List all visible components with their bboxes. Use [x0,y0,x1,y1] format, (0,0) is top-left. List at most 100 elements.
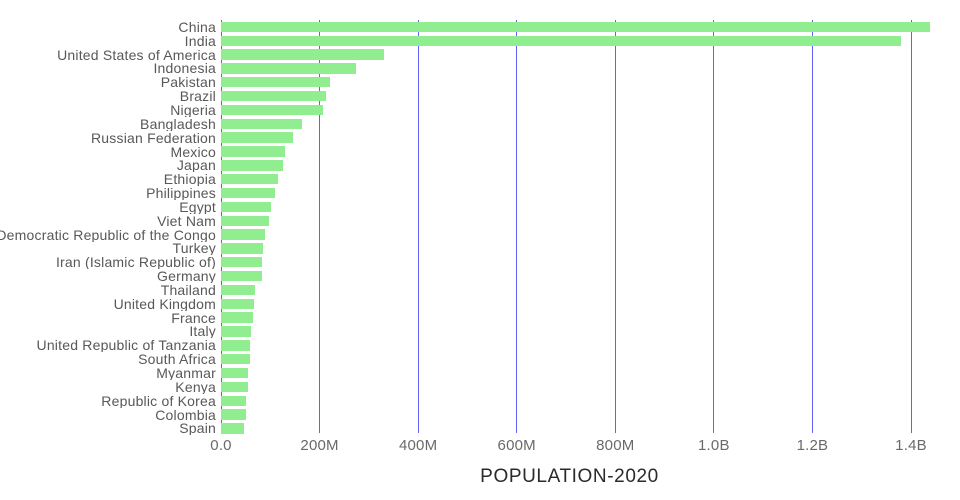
category-label-text: Pakistan [160,75,216,90]
category-label: Iran (Islamic Republic of) [0,255,221,269]
population-bar [221,201,272,213]
gridline [220,20,222,433]
bar-row: Brazil [0,89,960,103]
category-label: Bangladesh [0,117,221,131]
bar-row: Democratic Republic of the Congo [0,228,960,242]
population-bar [221,326,251,337]
population-bar [221,21,931,33]
bar-row: France [0,311,960,325]
category-label-text: France [171,310,216,325]
category-label: Indonesia [0,62,221,76]
category-label-text: Iran (Islamic Republic of) [55,255,216,270]
category-label: Philippines [0,186,221,200]
category-label: Colombia [0,408,221,422]
gridline [319,20,321,433]
category-label-text: United States of America [57,47,216,62]
category-label: Thailand [0,283,221,297]
bar-row: Republic of Korea [0,394,960,408]
category-label-text: Philippines [146,186,216,200]
x-axis-title: POPULATION-2020 [480,466,659,487]
population-bar [221,367,248,379]
category-label: United Kingdom [0,297,221,311]
bar-row: United Kingdom [0,297,960,311]
bar-row: Bangladesh [0,117,960,131]
gridlines [0,20,960,433]
x-axis-tick-label: 1.4B [895,437,927,454]
gridline [713,20,715,433]
category-label: France [0,311,221,325]
bar-row: South Africa [0,352,960,366]
gridline [516,20,518,433]
category-label: Egypt [0,200,221,214]
category-label: Mexico [0,145,221,159]
population-bar [221,229,266,240]
bar-row: Philippines [0,186,960,200]
bar-row: United Republic of Tanzania [0,338,960,352]
population-bar [221,160,284,171]
category-label-text: Ethiopia [163,172,216,187]
category-label: South Africa [0,352,221,366]
category-label-text: Viet Nam [157,213,216,228]
bar-row: Iran (Islamic Republic of) [0,255,960,269]
category-label: Italy [0,325,221,339]
category-label-text: Mexico [170,144,216,159]
gridline [614,20,616,433]
category-label-text: China [178,20,216,34]
bar-row: Japan [0,158,960,172]
bar-row: Colombia [0,408,960,422]
bar-rows: China India United States of America Indone… [0,20,960,435]
category-label-text: Indonesia [153,61,216,76]
category-label-text: South Africa [138,352,216,367]
category-label-text: Nigeria [170,103,216,117]
bar-row: Myanmar [0,366,960,380]
bar-row: India [0,34,960,48]
category-label: Japan [0,158,221,172]
x-axis-tick-label: 200M [300,437,339,454]
population-bar [221,270,263,282]
category-label-text: Germany [157,269,216,284]
population-bar [221,340,251,351]
population-bar [221,284,256,296]
population-bar [221,63,356,74]
population-bar [221,381,248,393]
population-bar [221,35,902,46]
bar-row: Thailand [0,283,960,297]
category-label: Nigeria [0,103,221,117]
bar-row: China [0,20,960,34]
population-bar [221,49,385,60]
category-label-text: Kenya [175,379,216,394]
bar-row: Pakistan [0,75,960,89]
population-bar [221,146,285,157]
bar-row: Viet Nam [0,214,960,228]
category-label-text: Republic of Korea [101,393,216,408]
category-label: Myanmar [0,366,221,380]
category-label-text: Bangladesh [140,116,216,131]
category-label-text: Thailand [160,283,216,297]
category-label-text: Spain [179,421,216,436]
category-label: Brazil [0,89,221,103]
population-bar [221,215,269,226]
category-label: Ethiopia [0,172,221,186]
gridline [811,20,813,433]
x-axis-tick-label: 800M [596,437,635,454]
category-label: Germany [0,269,221,283]
population-bar [221,174,278,185]
population-bar [221,395,247,406]
bar-row: Turkey [0,241,960,256]
x-axis-tick-label: 1.0B [698,437,730,454]
category-label-text: Myanmar [156,366,216,380]
x-axis: 0.0 200M 400M 600M 800M 1.0B 1.2B 1.4B [0,437,960,457]
bar-row: United States of America [0,48,960,62]
category-label: Russian Federation [0,131,221,145]
category-label-text: United Kingdom [113,296,216,311]
category-label: Spain [0,421,221,435]
gridline [910,20,912,433]
category-label: Pakistan [0,75,221,89]
bar-row: Ethiopia [0,172,960,186]
category-label-text: Turkey [172,241,216,256]
population-bar [221,118,303,130]
x-axis-tick-label: 1.2B [796,437,829,454]
category-label: Democratic Republic of the Congo [0,228,221,242]
category-label: China [0,20,221,34]
